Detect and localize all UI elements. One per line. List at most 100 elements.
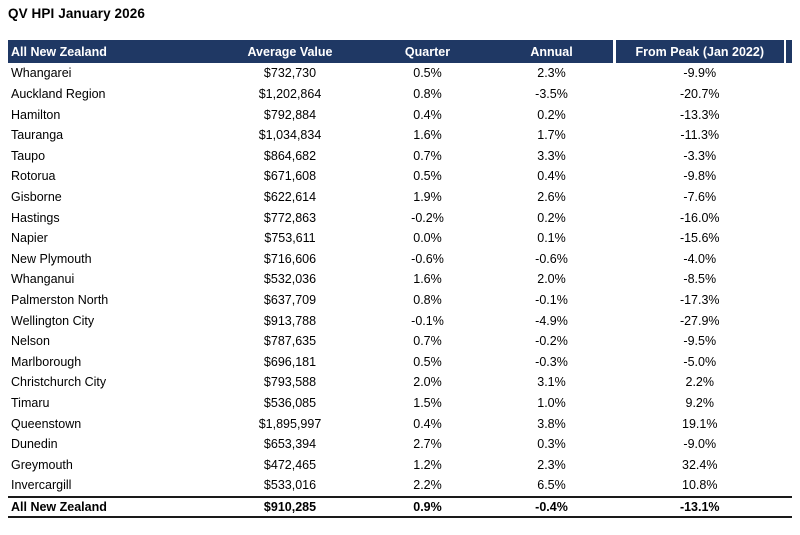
footer-annual-cell: -0.4%: [535, 500, 568, 515]
quarter-cell: 0.5%: [413, 169, 442, 184]
from-peak-cell: -20.7%: [679, 86, 720, 101]
quarter-cell: -0.1%: [411, 313, 444, 328]
avg-value-cell: $787,635: [263, 334, 317, 349]
region-cell: Whanganui: [11, 272, 75, 287]
region-cell: Gisborne: [11, 189, 62, 204]
avg-value-cell: $1,202,864: [258, 86, 322, 101]
region-cell: Queenstown: [11, 416, 82, 431]
from-peak-cell: 9.2%: [685, 396, 715, 411]
row-edge-cell: [786, 84, 792, 105]
table-header-row: All New Zealand Average Value Quarter An…: [8, 40, 792, 63]
table-row: Gisborne $622,614 1.9% 2.6% -7.6%: [8, 187, 792, 208]
from-peak-cell: -13.3%: [679, 107, 720, 122]
quarter-cell: 0.4%: [413, 107, 442, 122]
table-row: Hamilton $792,884 0.4% 0.2% -13.3%: [8, 104, 792, 125]
annual-cell: 2.3%: [537, 66, 566, 81]
avg-value-cell: $772,863: [263, 210, 317, 225]
quarter-cell: 1.2%: [413, 457, 442, 472]
avg-value-cell: $622,614: [263, 189, 317, 204]
row-edge-cell: [786, 228, 792, 249]
header-average-value: Average Value: [215, 40, 365, 63]
region-cell: Palmerston North: [11, 293, 109, 307]
region-cell: Invercargill: [11, 478, 72, 493]
table-row: Invercargill $533,016 2.2% 6.5% 10.8%: [8, 475, 792, 496]
annual-cell: 3.3%: [537, 148, 566, 163]
row-edge-cell: [786, 207, 792, 228]
quarter-cell: 0.8%: [413, 293, 442, 307]
from-peak-cell: -9.9%: [683, 66, 717, 81]
region-cell: Greymouth: [11, 457, 73, 472]
row-edge-cell: [786, 166, 792, 187]
row-edge-cell: [786, 475, 792, 496]
annual-cell: 2.3%: [537, 457, 566, 472]
row-edge-cell: [786, 290, 792, 311]
quarter-cell: 0.7%: [413, 148, 442, 163]
table-row: Whanganui $532,036 1.6% 2.0% -8.5%: [8, 269, 792, 290]
quarter-cell: 2.7%: [413, 437, 442, 452]
avg-value-cell: $696,181: [263, 354, 317, 369]
avg-value-cell: $532,036: [263, 272, 317, 287]
region-cell: Nelson: [11, 334, 50, 349]
table-row: Palmerston North $637,709 0.8% -0.1% -17.3%: [8, 290, 792, 311]
avg-value-cell: $472,465: [263, 457, 317, 472]
region-cell: Taupo: [11, 148, 46, 163]
from-peak-cell: -16.0%: [679, 210, 720, 225]
region-cell: Timaru: [11, 396, 50, 411]
avg-value-cell: $913,788: [263, 313, 317, 328]
row-edge-cell: [786, 393, 792, 414]
row-edge-cell: [786, 331, 792, 352]
table-row: Auckland Region $1,202,864 0.8% -3.5% -20.7%: [8, 84, 792, 105]
annual-cell: 3.1%: [537, 375, 566, 390]
header-from-peak: From Peak (Jan 2022): [615, 40, 784, 63]
region-cell: Christchurch City: [11, 375, 107, 390]
table-row: Taupo $864,682 0.7% 3.3% -3.3%: [8, 145, 792, 166]
quarter-cell: 0.8%: [413, 86, 442, 101]
table-row: Wellington City $913,788 -0.1% -4.9% -27.9%: [8, 310, 792, 331]
annual-cell: -0.2%: [535, 334, 568, 349]
avg-value-cell: $637,709: [263, 293, 317, 307]
from-peak-cell: -8.5%: [683, 272, 717, 287]
annual-cell: -0.6%: [535, 251, 568, 266]
table-rows: Whangarei $732,730 0.5% 2.3% -9.9% Auckland R…: [8, 63, 792, 496]
avg-value-cell: $793,588: [263, 375, 317, 390]
quarter-cell: 0.0%: [413, 231, 442, 246]
region-cell: Tauranga: [11, 128, 64, 143]
header-edge-cell: [786, 40, 792, 63]
from-peak-cell: -9.0%: [683, 437, 717, 452]
avg-value-cell: $1,034,834: [258, 128, 322, 143]
row-edge-cell: [786, 248, 792, 269]
header-region: All New Zealand: [8, 40, 215, 63]
footer-quarter-cell: 0.9%: [413, 500, 442, 515]
from-peak-cell: -9.8%: [683, 169, 717, 184]
from-peak-cell: -5.0%: [683, 354, 717, 369]
quarter-cell: 1.9%: [413, 189, 442, 204]
from-peak-cell: -27.9%: [679, 313, 720, 328]
table-row: New Plymouth $716,606 -0.6% -0.6% -4.0%: [8, 248, 792, 269]
annual-cell: -3.5%: [535, 86, 568, 101]
from-peak-cell: -9.5%: [683, 334, 717, 349]
header-quarter: Quarter: [365, 40, 490, 63]
from-peak-cell: -11.3%: [680, 128, 720, 143]
avg-value-cell: $671,608: [263, 169, 317, 184]
avg-value-cell: $716,606: [263, 251, 317, 266]
page-title: QV HPI January 2026: [8, 6, 145, 21]
region-cell: Hamilton: [11, 107, 61, 122]
from-peak-cell: -15.6%: [679, 231, 720, 246]
table-row: Hastings $772,863 -0.2% 0.2% -16.0%: [8, 207, 792, 228]
quarter-cell: 0.4%: [413, 416, 442, 431]
from-peak-cell: 32.4%: [682, 457, 718, 472]
quarter-cell: 1.5%: [413, 396, 442, 411]
table-row: Dunedin $653,394 2.7% 0.3% -9.0%: [8, 434, 792, 455]
region-cell: New Plymouth: [11, 251, 92, 266]
table-row: Queenstown $1,895,997 0.4% 3.8% 19.1%: [8, 413, 792, 434]
table-row: Rotorua $671,608 0.5% 0.4% -9.8%: [8, 166, 792, 187]
table-row: Greymouth $472,465 1.2% 2.3% 32.4%: [8, 455, 792, 476]
region-cell: Hastings: [11, 210, 60, 225]
row-edge-cell: [786, 145, 792, 166]
from-peak-cell: 2.2%: [685, 375, 715, 390]
footer-region-cell: All New Zealand: [11, 500, 107, 515]
quarter-cell: -0.6%: [411, 251, 444, 266]
quarter-cell: 0.5%: [413, 66, 442, 81]
annual-cell: 3.8%: [537, 416, 566, 431]
from-peak-cell: -7.6%: [683, 189, 717, 204]
